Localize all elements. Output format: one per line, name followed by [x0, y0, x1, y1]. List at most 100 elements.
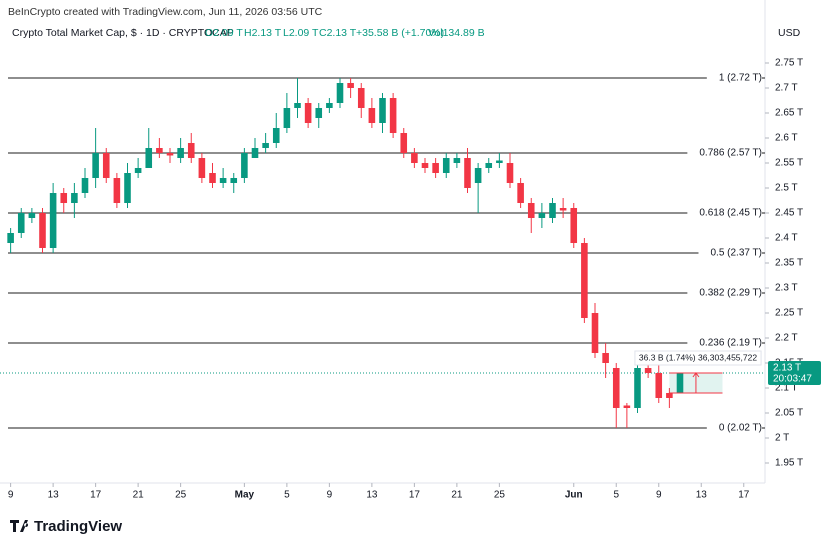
currency[interactable]: USD	[778, 27, 801, 39]
candle	[517, 178, 524, 208]
candle	[145, 128, 153, 168]
candle-body	[166, 153, 174, 156]
y-tick-label: 2.25 T	[775, 308, 803, 319]
fib-label: 0.236 (2.19 T)	[699, 338, 762, 349]
candle	[347, 78, 354, 98]
candle	[241, 148, 248, 183]
candle-body	[357, 88, 365, 108]
candle	[198, 153, 206, 183]
measure-arrow	[692, 372, 700, 393]
candle	[262, 133, 269, 153]
x-tick-label: 17	[738, 490, 750, 501]
candle-body	[570, 208, 578, 243]
candle-body	[666, 393, 673, 398]
candle-body	[644, 368, 652, 373]
candle	[453, 153, 461, 168]
x-tick-label: 17	[90, 490, 102, 501]
logo-text: TradingView	[34, 518, 122, 535]
fib-label-bg	[687, 146, 762, 160]
candle	[389, 93, 397, 138]
candle-body	[304, 103, 312, 123]
candle-body	[464, 158, 471, 188]
price-tag-label: 2.13 T	[773, 363, 801, 374]
candle-body	[453, 158, 461, 163]
candle	[623, 403, 631, 428]
fib-label: 0.618 (2.45 T)	[699, 208, 762, 219]
x-tick-label: 9	[327, 490, 333, 501]
y-tick-label: 2.7 T	[775, 83, 798, 94]
candle-body	[156, 148, 163, 153]
candle	[304, 98, 312, 128]
fib-label-bg	[706, 421, 762, 435]
candle-body	[602, 353, 609, 363]
y-tick-label: 1.95 T	[775, 458, 803, 469]
candle-body	[389, 98, 397, 133]
fib-label: 0.786 (2.57 T)	[699, 148, 762, 159]
ohlc-high: H2.13 T	[244, 27, 282, 39]
candle-body	[612, 368, 620, 408]
candle-body	[81, 178, 89, 193]
candle-body	[198, 158, 206, 178]
fib-label: 0 (2.02 T)	[719, 423, 762, 434]
candle	[7, 228, 14, 253]
x-tick-label: 5	[613, 490, 619, 501]
y-tick-label: 2 T	[775, 433, 789, 444]
candle-body	[241, 153, 248, 178]
candle-body	[124, 173, 131, 203]
candle-body	[474, 168, 482, 183]
candle	[166, 148, 174, 163]
candle	[474, 163, 482, 213]
y-tick-label: 2.3 T	[775, 283, 798, 294]
candle-body	[655, 373, 663, 398]
candle-body	[39, 213, 46, 248]
candle-body	[113, 178, 121, 203]
candle	[102, 148, 110, 183]
candle	[177, 138, 184, 163]
candle-body	[71, 193, 78, 203]
candle-body	[283, 108, 291, 128]
candle-body	[368, 108, 376, 123]
candle	[60, 188, 68, 213]
candle	[156, 138, 163, 158]
candle	[113, 173, 121, 208]
x-tick-label: 25	[175, 490, 187, 501]
fib-label-bg	[687, 286, 762, 300]
candle-body	[634, 368, 641, 408]
candle	[570, 203, 578, 248]
candle-body	[559, 208, 567, 211]
y-tick-label: 2.75 T	[775, 58, 803, 69]
y-tick-label: 2.45 T	[775, 208, 803, 219]
candle-body	[272, 128, 280, 143]
candle-body	[517, 183, 524, 203]
symbol[interactable]: Crypto Total Market Cap, $ · 1D · CRYPTO…	[12, 27, 234, 39]
candle	[538, 203, 546, 228]
candle-body	[496, 160, 503, 163]
candle	[432, 158, 439, 178]
candle	[134, 158, 142, 178]
candle-body	[17, 213, 25, 233]
ohlc-close: C2.13 T	[319, 27, 357, 39]
candle	[230, 173, 238, 193]
x-tick-label: Jun	[565, 490, 583, 501]
candle-body	[336, 83, 344, 103]
candle-body	[209, 173, 216, 183]
candle	[581, 238, 588, 323]
logo-icon	[10, 520, 29, 532]
candle	[527, 198, 535, 233]
candle-body	[28, 213, 36, 218]
candle	[92, 128, 99, 188]
candle	[219, 168, 227, 188]
y-tick-label: 2.6 T	[775, 133, 798, 144]
candle-body	[315, 108, 323, 118]
candle-body	[262, 143, 269, 148]
price-tag-countdown: 20:03:47	[773, 374, 812, 385]
x-tick-label: May	[235, 490, 255, 501]
x-tick-label: 9	[8, 490, 14, 501]
candle-body	[527, 203, 535, 218]
x-tick-label: 13	[366, 490, 378, 501]
candle-body	[421, 163, 429, 168]
candle	[666, 388, 673, 408]
candle-body	[134, 168, 142, 173]
candle	[28, 208, 36, 223]
